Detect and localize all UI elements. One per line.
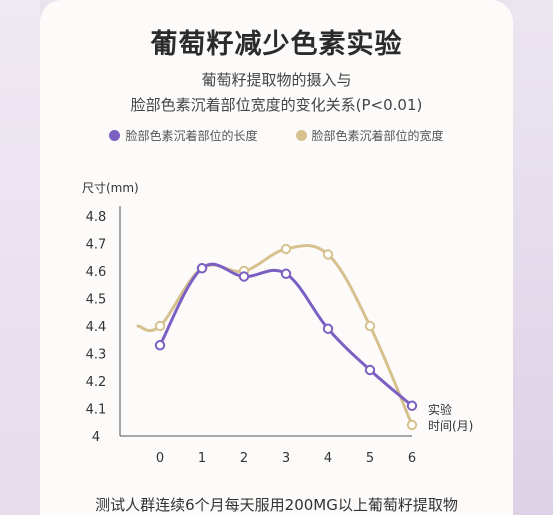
- chart-subtitle: 葡萄籽提取物的摄入与 脸部色素沉着部位宽度的变化关系(P<0.01): [40, 68, 513, 118]
- legend-dot-length: [109, 130, 121, 141]
- x-tick-label: 0: [156, 451, 164, 466]
- y-tick-label: 4: [92, 430, 100, 445]
- data-point-length: [154, 340, 166, 351]
- x-axis-label-line-1: 实验: [428, 402, 452, 417]
- y-tick-label: 4.3: [86, 348, 107, 363]
- chart-title: 葡萄籽减少色素实验: [150, 29, 403, 60]
- data-point-width: [322, 249, 334, 260]
- subtitle-line-1: 葡萄籽提取物的摄入与: [201, 71, 352, 89]
- chart-footer: 测试人群连续6个月每天服用200MG以上葡萄籽提取物: [95, 496, 458, 514]
- y-tick-label: 4.8: [86, 210, 107, 225]
- data-point-length: [322, 323, 334, 334]
- y-tick-label: 4.5: [86, 293, 107, 308]
- data-point-width: [406, 419, 418, 431]
- background-right: [513, 0, 553, 515]
- legend-item-width: 脸部色素沉着部位的宽度: [295, 127, 444, 144]
- data-point-width: [154, 320, 166, 332]
- series-line-width: [136, 243, 414, 427]
- x-tick-label: 2: [240, 451, 248, 466]
- x-tick-label: 3: [282, 451, 290, 466]
- y-tick-label: 4.6: [86, 265, 107, 280]
- chart-card: 葡萄籽减少色素实验 葡萄籽提取物的摄入与 脸部色素沉着部位宽度的变化关系(P<0…: [40, 0, 513, 515]
- subtitle-line-2: 脸部色素沉着部位宽度的变化关系(P<0.01): [130, 96, 423, 114]
- y-tick-label: 4.1: [86, 403, 107, 418]
- x-tick-label: 6: [408, 451, 416, 466]
- data-point-length: [238, 271, 250, 282]
- data-point-width: [280, 243, 292, 255]
- data-point-length: [364, 364, 376, 376]
- x-tick-label: 1: [198, 451, 206, 466]
- x-tick-label: 4: [324, 451, 332, 466]
- data-point-length: [406, 400, 418, 411]
- legend-label-length: 脸部色素沉着部位的长度: [125, 129, 258, 143]
- y-axis-label: 尺寸(mm): [82, 181, 139, 195]
- background-left: [0, 0, 40, 515]
- y-tick-label: 4.2: [86, 375, 107, 390]
- legend-item-length: 脸部色素沉着部位的长度: [109, 127, 258, 144]
- y-tick-label: 4.4: [86, 320, 107, 335]
- y-tick-label: 4.7: [86, 238, 107, 253]
- data-point-length: [280, 268, 292, 279]
- data-point-width: [364, 320, 376, 332]
- legend-label-width: 脸部色素沉着部位的宽度: [311, 129, 444, 143]
- legend-dot-width: [295, 130, 307, 141]
- chart-legend: 脸部色素沉着部位的长度 脸部色素沉着部位的宽度: [40, 127, 513, 144]
- x-axis-label-line-2: 时间(月): [428, 419, 473, 433]
- x-tick-label: 5: [366, 451, 374, 466]
- data-point-length: [196, 263, 208, 274]
